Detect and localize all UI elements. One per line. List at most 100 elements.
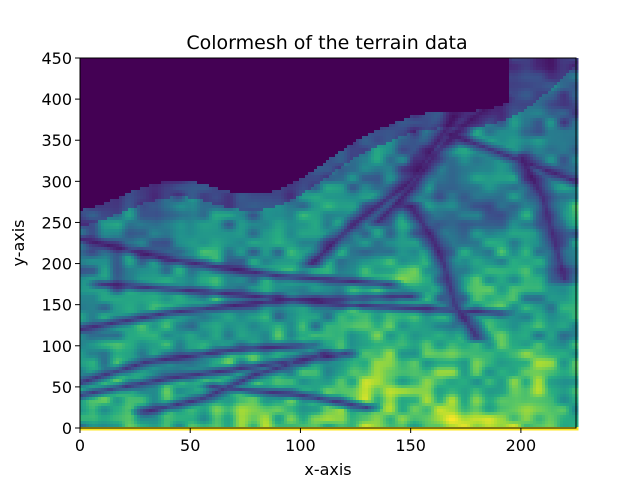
colormesh-cell	[101, 268, 105, 272]
colormesh-cell	[116, 169, 120, 173]
colormesh-cell	[119, 295, 123, 299]
colormesh-cell	[146, 142, 150, 146]
colormesh-cell	[143, 349, 147, 353]
colormesh-cell	[101, 331, 105, 335]
colormesh-cell	[161, 334, 165, 338]
colormesh-cell	[143, 358, 147, 362]
colormesh-cell	[137, 328, 141, 332]
colormesh-cell	[134, 316, 138, 320]
colormesh-cell	[167, 382, 171, 386]
colormesh-cell	[89, 292, 93, 296]
colormesh-cell	[131, 163, 135, 167]
colormesh-cell	[104, 343, 108, 347]
colormesh-cell	[107, 166, 111, 170]
colormesh-cell	[119, 382, 123, 386]
colormesh-cell	[104, 268, 108, 272]
colormesh-cell	[122, 145, 126, 149]
colormesh-cell	[101, 106, 105, 110]
colormesh-cell	[83, 91, 87, 95]
colormesh-cell	[173, 235, 177, 239]
colormesh-cell	[158, 379, 162, 383]
colormesh-cell	[146, 85, 150, 89]
colormesh-cell	[119, 61, 123, 65]
colormesh-cell	[143, 304, 147, 308]
colormesh-cell	[176, 226, 180, 230]
colormesh-cell	[158, 334, 162, 338]
colormesh-cell	[92, 226, 96, 230]
colormesh-cell	[158, 88, 162, 92]
colormesh-cell	[104, 106, 108, 110]
colormesh-cell	[155, 133, 159, 137]
colormesh-cell	[86, 61, 90, 65]
colormesh-cell	[83, 271, 87, 275]
colormesh-cell	[95, 421, 99, 425]
colormesh-cell	[80, 178, 84, 182]
colormesh-cell	[143, 265, 147, 269]
colormesh-cell	[86, 139, 90, 143]
colormesh-cell	[149, 355, 153, 359]
colormesh-cell	[137, 379, 141, 383]
colormesh-cell	[134, 259, 138, 263]
colormesh-cell	[92, 247, 96, 251]
colormesh-cell	[164, 265, 168, 269]
colormesh-cell	[167, 226, 171, 230]
colormesh-cell	[116, 217, 120, 221]
colormesh-cell	[161, 325, 165, 329]
colormesh-cell	[89, 139, 93, 143]
colormesh-cell	[146, 313, 150, 317]
colormesh-cell	[83, 103, 87, 107]
colormesh-cell	[119, 73, 123, 77]
colormesh-cell	[137, 70, 141, 74]
colormesh-cell	[125, 418, 129, 422]
colormesh-cell	[89, 97, 93, 101]
colormesh-cell	[86, 340, 90, 344]
colormesh-cell	[164, 85, 168, 89]
colormesh-cell	[143, 103, 147, 107]
colormesh-cell	[125, 400, 129, 404]
colormesh-cell	[167, 157, 171, 161]
colormesh-cell	[167, 301, 171, 305]
colormesh-cell	[98, 379, 102, 383]
colormesh-cell	[128, 298, 132, 302]
colormesh-cell	[116, 145, 120, 149]
colormesh-cell	[161, 283, 165, 287]
colormesh-cell	[146, 229, 150, 233]
colormesh-cell	[161, 415, 165, 419]
colormesh-cell	[170, 112, 174, 116]
colormesh-cell	[86, 376, 90, 380]
colormesh-cell	[140, 304, 144, 308]
colormesh-cell	[122, 130, 126, 134]
colormesh-cell	[89, 118, 93, 122]
colormesh-cell	[89, 232, 93, 236]
colormesh-cell	[116, 268, 120, 272]
colormesh-cell	[158, 382, 162, 386]
colormesh-cell	[107, 301, 111, 305]
colormesh-cell	[128, 79, 132, 83]
colormesh-cell	[140, 226, 144, 230]
colormesh-cell	[149, 322, 153, 326]
colormesh-cell	[122, 397, 126, 401]
colormesh-cell	[101, 94, 105, 98]
colormesh-cell	[110, 94, 114, 98]
colormesh-cell	[122, 328, 126, 332]
colormesh-cell	[146, 292, 150, 296]
colormesh-cell	[149, 220, 153, 224]
colormesh-cell	[152, 340, 156, 344]
colormesh-cell	[158, 130, 162, 134]
colormesh-cell	[110, 409, 114, 413]
colormesh-cell	[119, 421, 123, 425]
colormesh-cell	[80, 364, 84, 368]
colormesh-cell	[104, 151, 108, 155]
colormesh-cell	[164, 280, 168, 284]
colormesh-cell	[125, 193, 129, 197]
colormesh-cell	[164, 307, 168, 311]
colormesh-cell	[116, 262, 120, 266]
colormesh-cell	[80, 139, 84, 143]
colormesh-cell	[83, 199, 87, 203]
colormesh-cell	[80, 355, 84, 359]
colormesh-cell	[164, 322, 168, 326]
colormesh-cell	[140, 64, 144, 68]
colormesh-cell	[83, 346, 87, 350]
colormesh-cell	[110, 211, 114, 215]
colormesh-cell	[113, 409, 117, 413]
